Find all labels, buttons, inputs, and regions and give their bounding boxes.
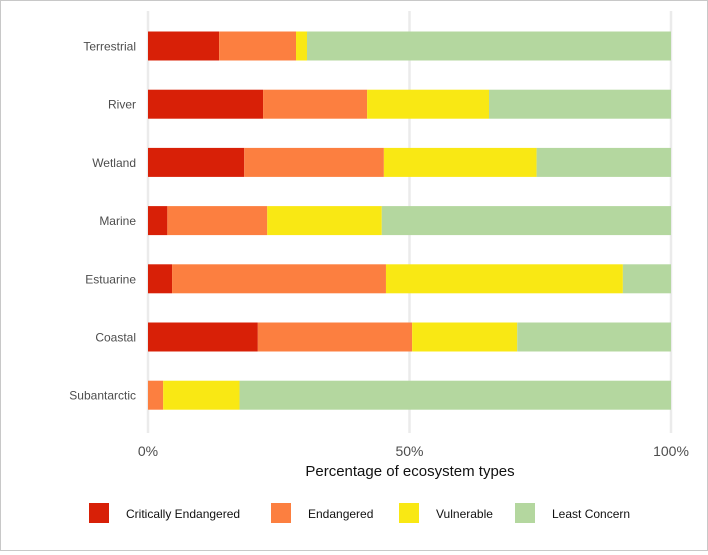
y-tick-label: Estuarine bbox=[85, 272, 136, 286]
x-tick-label: 50% bbox=[395, 443, 423, 459]
bar-segment bbox=[517, 322, 671, 352]
bar-segment bbox=[244, 147, 384, 177]
bar-segment bbox=[257, 322, 413, 352]
bar-segment bbox=[148, 264, 173, 294]
bar-segment bbox=[263, 89, 368, 119]
x-axis-label: Percentage of ecosystem types bbox=[305, 463, 514, 480]
bar-segment bbox=[148, 89, 264, 119]
y-tick-label: Coastal bbox=[95, 331, 136, 345]
legend-label: Least Concern bbox=[552, 507, 630, 521]
legend-swatch bbox=[399, 503, 419, 523]
bar-segment bbox=[488, 89, 671, 119]
bar-segment bbox=[172, 264, 386, 294]
x-tick-label: 0% bbox=[138, 443, 158, 459]
bar-segment bbox=[167, 206, 268, 236]
y-tick-label: Subantarctic bbox=[69, 389, 136, 403]
bar-segment bbox=[385, 264, 623, 294]
legend-swatch bbox=[89, 503, 109, 523]
bar-segment bbox=[148, 31, 220, 61]
y-tick-label: Marine bbox=[99, 214, 136, 228]
bar-segment bbox=[148, 147, 245, 177]
legend-swatch bbox=[271, 503, 291, 523]
bar-segment bbox=[412, 322, 518, 352]
bar-segment bbox=[536, 147, 671, 177]
bar-segment bbox=[367, 89, 489, 119]
bar-segment bbox=[381, 206, 671, 236]
y-tick-label: Terrestrial bbox=[83, 40, 136, 54]
bar-segment bbox=[148, 380, 164, 410]
bar-segment bbox=[239, 380, 671, 410]
bar-segment bbox=[306, 31, 671, 61]
legend-label: Critically Endangered bbox=[126, 507, 240, 521]
legend-swatch bbox=[515, 503, 535, 523]
bar-segment bbox=[267, 206, 382, 236]
bar-segment bbox=[148, 322, 258, 352]
bar-segment bbox=[383, 147, 537, 177]
legend-label: Endangered bbox=[308, 507, 373, 521]
bar-segment bbox=[296, 31, 307, 61]
bar-segment bbox=[163, 380, 240, 410]
legend-label: Vulnerable bbox=[436, 507, 493, 521]
bar-segment bbox=[219, 31, 297, 61]
bar-segment bbox=[148, 206, 168, 236]
x-tick-label: 100% bbox=[653, 443, 689, 459]
y-tick-label: River bbox=[108, 98, 136, 112]
y-tick-label: Wetland bbox=[92, 156, 136, 170]
bar-segment bbox=[622, 264, 671, 294]
